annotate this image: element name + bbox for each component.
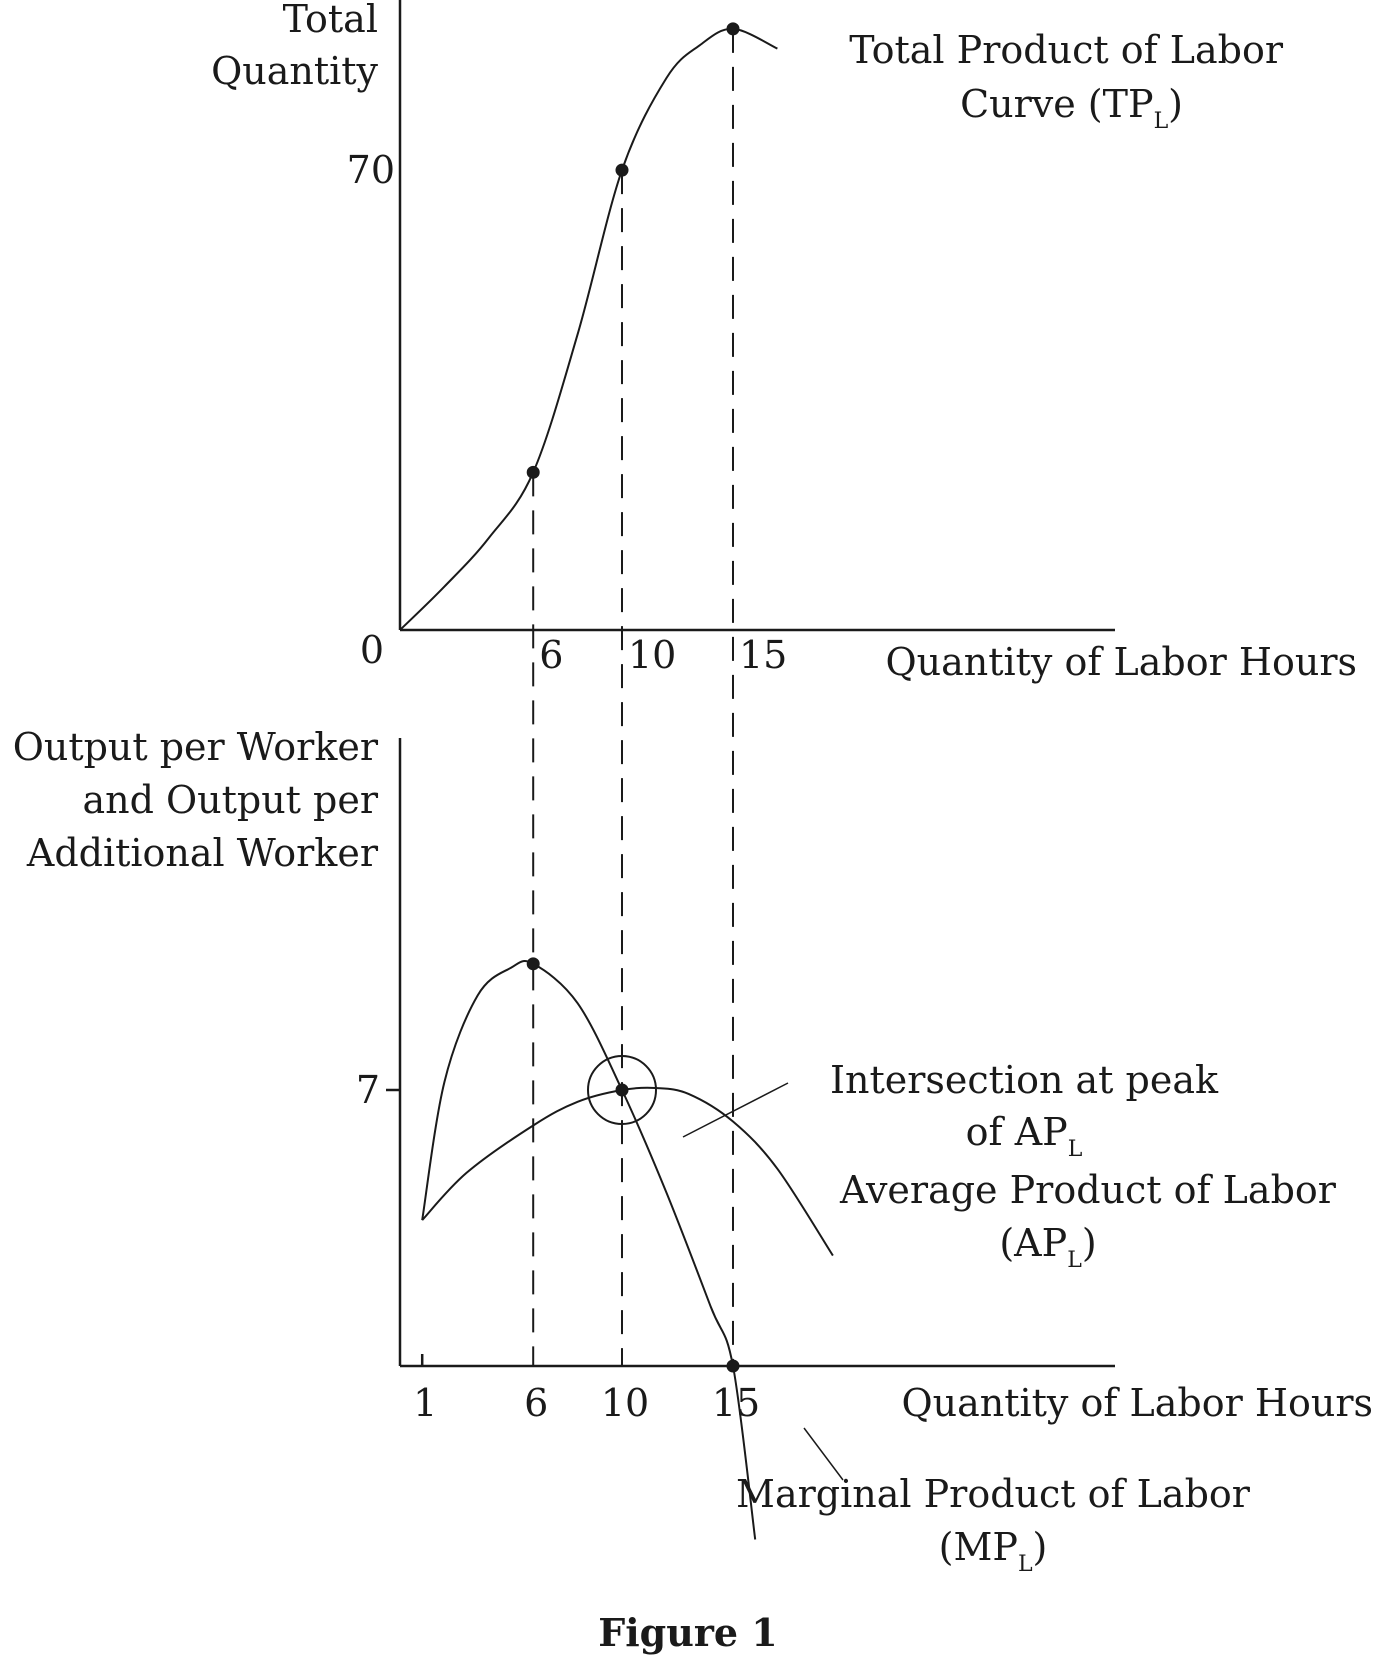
bottom-panel: Output per Worker and Output per Additio… bbox=[13, 725, 1373, 1577]
dashed-guides bbox=[532, 28, 734, 1366]
bottom-y-label-line1: Output per Worker bbox=[13, 725, 379, 769]
tp-point-6 bbox=[526, 465, 540, 479]
bottom-x-tick-1: 1 bbox=[413, 1381, 437, 1425]
ap-label-line2: (APL) bbox=[999, 1221, 1096, 1273]
mp-curve bbox=[421, 960, 757, 1540]
top-y-tick-70: 70 bbox=[347, 148, 395, 192]
bottom-x-tick-15: 15 bbox=[712, 1381, 760, 1425]
bottom-x-label: Quantity of Labor Hours bbox=[901, 1381, 1373, 1425]
ap-curve bbox=[421, 1086, 834, 1257]
bottom-y-tick-7: 7 bbox=[356, 1068, 380, 1112]
bottom-markers bbox=[526, 957, 740, 1373]
mp-label-leader-line bbox=[803, 1427, 844, 1481]
ap-label-line1: Average Product of Labor bbox=[839, 1168, 1337, 1212]
mp-point-6 bbox=[526, 957, 540, 971]
top-x-tick-6: 6 bbox=[539, 633, 563, 677]
tp-point-15 bbox=[726, 22, 740, 36]
tp-label-line1: Total Product of Labor bbox=[849, 28, 1284, 72]
intersection-label-line1: Intersection at peak bbox=[830, 1058, 1219, 1102]
bottom-x-tick-10: 10 bbox=[601, 1381, 649, 1425]
top-origin-label: 0 bbox=[360, 628, 384, 672]
bottom-y-label-line3: Additional Worker bbox=[26, 831, 379, 875]
bottom-y-label-line2: and Output per bbox=[82, 778, 378, 822]
top-y-label-line1: Total bbox=[283, 0, 378, 41]
tp-markers bbox=[526, 22, 740, 479]
mp-label-line2: (MPL) bbox=[939, 1525, 1048, 1577]
figure-caption: Figure 1 bbox=[598, 1610, 777, 1655]
tp-curve bbox=[399, 27, 778, 631]
bottom-x-tick-6: 6 bbox=[524, 1381, 548, 1425]
intersection-circle bbox=[587, 1054, 657, 1125]
intersection-leader-line bbox=[682, 1082, 789, 1138]
ap-point-10 bbox=[615, 1083, 629, 1097]
tp-point-10 bbox=[615, 163, 629, 177]
top-panel: Total Quantity 70 0 6 10 15 Quantity of … bbox=[211, 0, 1357, 684]
tp-label-line2: Curve (TPL) bbox=[960, 82, 1183, 134]
mp-point-15 bbox=[726, 1359, 740, 1373]
top-x-label: Quantity of Labor Hours bbox=[885, 640, 1357, 684]
mp-label-line1: Marginal Product of Labor bbox=[736, 1472, 1251, 1516]
top-y-label-line2: Quantity bbox=[211, 49, 378, 93]
intersection-label-line2: of APL bbox=[966, 1110, 1083, 1162]
top-x-tick-10: 10 bbox=[628, 633, 676, 677]
top-x-tick-15: 15 bbox=[739, 633, 787, 677]
